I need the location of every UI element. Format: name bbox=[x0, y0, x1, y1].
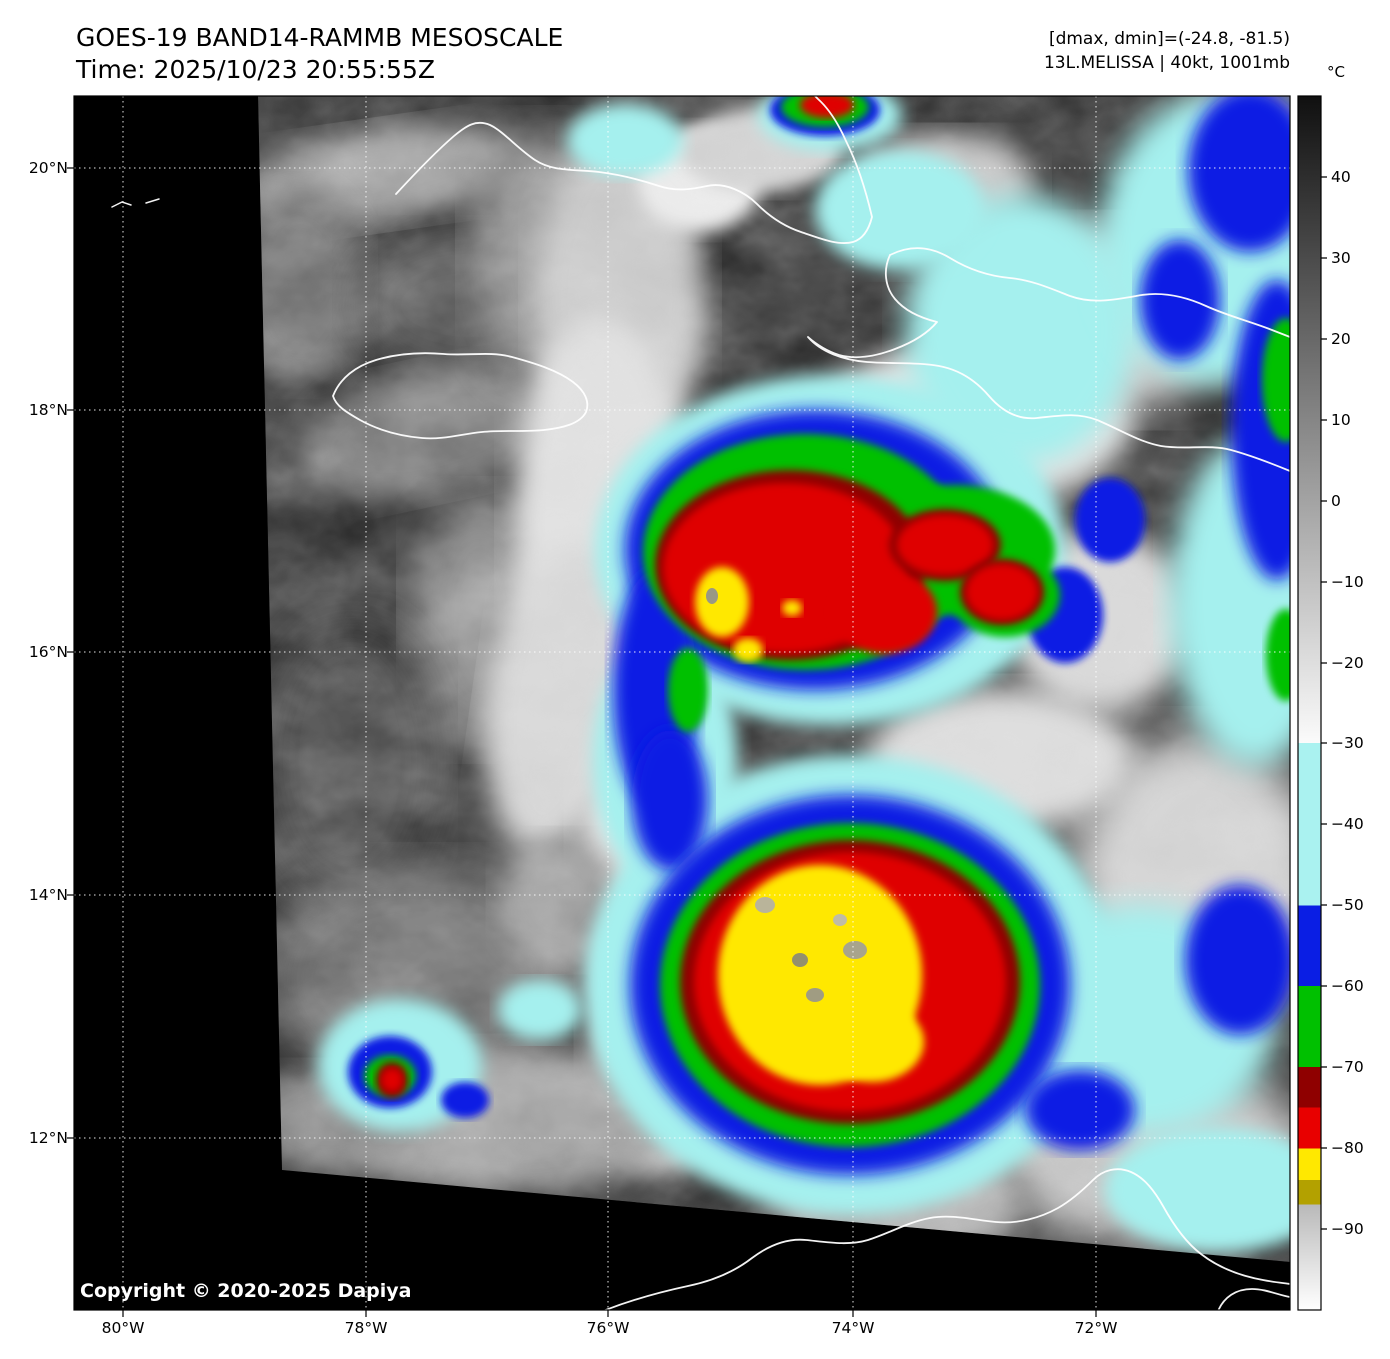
lat-label-20n: 20°N bbox=[28, 159, 68, 177]
copyright-notice: Copyright © 2020-2025 Dapiya bbox=[80, 1280, 412, 1302]
cb-tick-m60: −60 bbox=[1331, 977, 1364, 995]
map-frame bbox=[73, 95, 1291, 1311]
storm-info-readout: 13L.MELISSA | 40kt, 1001mb bbox=[1043, 53, 1290, 73]
lat-label-18n: 18°N bbox=[28, 401, 68, 419]
lon-label-78w: 78°W bbox=[344, 1319, 388, 1337]
colorbar-frame bbox=[1297, 95, 1322, 1311]
lon-label-74w: 74°W bbox=[831, 1319, 875, 1337]
colorbar-unit-label: °C bbox=[1327, 63, 1345, 81]
coastlines bbox=[111, 96, 1290, 1310]
cb-tick-20: 20 bbox=[1331, 330, 1351, 348]
cb-tick-m90: −90 bbox=[1331, 1220, 1364, 1238]
figure-timestamp: Time: 2025/10/23 20:55:55Z bbox=[76, 55, 435, 84]
cb-tick-m40: −40 bbox=[1331, 815, 1364, 833]
cb-tick-m30: −30 bbox=[1331, 734, 1364, 752]
lon-label-76w: 76°W bbox=[586, 1319, 630, 1337]
hispaniola-north-coastline bbox=[889, 247, 1290, 338]
cb-tick-10: 10 bbox=[1331, 411, 1351, 429]
cb-tick-m20: −20 bbox=[1331, 654, 1364, 672]
cb-tick-30: 30 bbox=[1331, 249, 1351, 267]
figure-title: GOES-19 BAND14-RAMMB MESOSCALE bbox=[76, 23, 564, 52]
yellow-coldest-tops bbox=[695, 567, 924, 1085]
hispaniola-south-coastline bbox=[807, 254, 1290, 472]
lat-label-12n: 12°N bbox=[28, 1129, 68, 1147]
cb-tick-m50: −50 bbox=[1331, 896, 1364, 914]
lon-label-80w: 80°W bbox=[101, 1319, 145, 1337]
south-america-coastline bbox=[603, 1168, 1290, 1310]
colorbar-ticks bbox=[1321, 176, 1327, 1230]
lat-label-14n: 14°N bbox=[28, 886, 68, 904]
axis-ticks bbox=[67, 167, 1097, 1317]
cb-tick-m10: −10 bbox=[1331, 573, 1364, 591]
cb-tick-0: 0 bbox=[1331, 492, 1341, 510]
cuba-coastline bbox=[395, 96, 873, 244]
cayman-islets bbox=[111, 198, 160, 208]
cb-tick-m80: −80 bbox=[1331, 1139, 1364, 1157]
jamaica-coastline bbox=[332, 352, 589, 440]
lat-label-16n: 16°N bbox=[28, 643, 68, 661]
colorbar-gradient bbox=[1298, 96, 1321, 1310]
cb-tick-m70: −70 bbox=[1331, 1058, 1364, 1076]
dmax-dmin-readout: [dmax, dmin]=(-24.8, -81.5) bbox=[1048, 29, 1290, 49]
cb-tick-40: 40 bbox=[1331, 168, 1351, 186]
cloud-field bbox=[258, 96, 1290, 1262]
lon-label-72w: 72°W bbox=[1074, 1319, 1118, 1337]
